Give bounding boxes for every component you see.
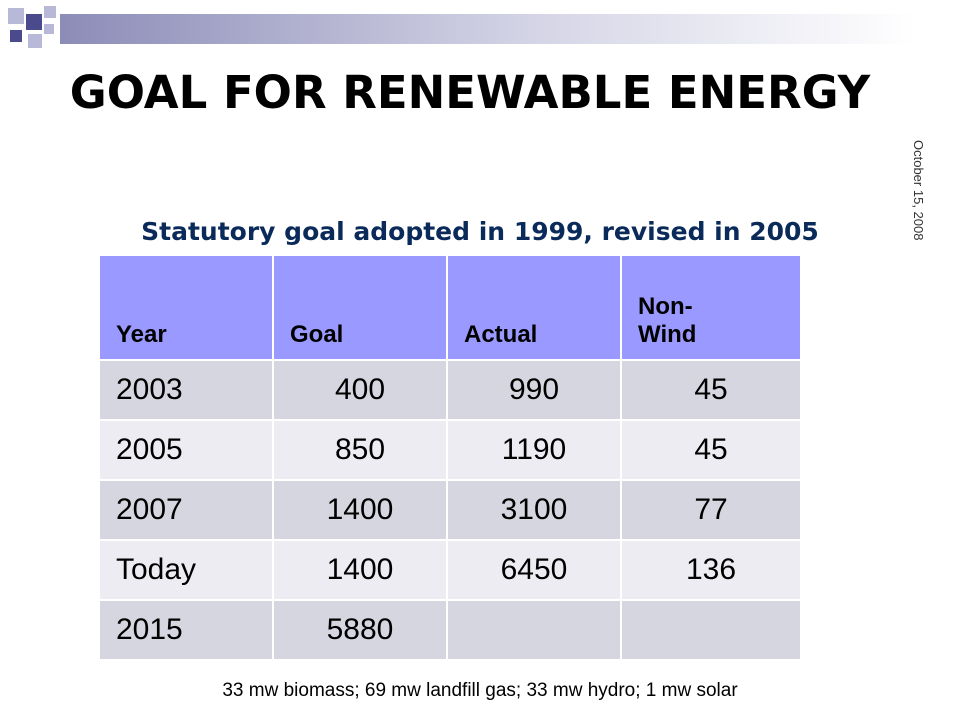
cell-year: 2015 bbox=[100, 601, 274, 661]
cell-year: 2003 bbox=[100, 361, 274, 421]
cell-non-wind: 77 bbox=[622, 481, 800, 541]
column-header-actual: Actual bbox=[448, 256, 622, 361]
cell-non-wind bbox=[622, 601, 800, 661]
table-row: Today 1400 6450 136 bbox=[100, 541, 800, 601]
renewable-goals-table: Year Goal Actual Non- Wind 2003 400 990 … bbox=[100, 256, 800, 661]
slide-date: October 15, 2008 bbox=[911, 140, 926, 241]
cell-goal: 1400 bbox=[274, 541, 448, 601]
cell-year: Today bbox=[100, 541, 274, 601]
column-header-goal: Goal bbox=[274, 256, 448, 361]
decor-square bbox=[26, 14, 42, 30]
cell-actual: 6450 bbox=[448, 541, 622, 601]
cell-goal: 1400 bbox=[274, 481, 448, 541]
cell-goal: 5880 bbox=[274, 601, 448, 661]
decor-square bbox=[44, 24, 54, 34]
cell-year: 2005 bbox=[100, 421, 274, 481]
cell-non-wind: 136 bbox=[622, 541, 800, 601]
cell-year: 2007 bbox=[100, 481, 274, 541]
cell-actual: 3100 bbox=[448, 481, 622, 541]
cell-actual bbox=[448, 601, 622, 661]
column-header-non-wind: Non- Wind bbox=[622, 256, 800, 361]
table-row: 2005 850 1190 45 bbox=[100, 421, 800, 481]
cell-actual: 1190 bbox=[448, 421, 622, 481]
slide-subtitle: Statutory goal adopted in 1999, revised … bbox=[141, 217, 819, 246]
table-row: 2003 400 990 45 bbox=[100, 361, 800, 421]
cell-goal: 850 bbox=[274, 421, 448, 481]
table-header-row: Year Goal Actual Non- Wind bbox=[100, 256, 800, 361]
table-row: 2015 5880 bbox=[100, 601, 800, 661]
table-row: 2007 1400 3100 77 bbox=[100, 481, 800, 541]
column-header-year: Year bbox=[100, 256, 274, 361]
decor-square bbox=[10, 30, 22, 42]
decor-square bbox=[8, 8, 24, 24]
slide-title: GOAL FOR RENEWABLE ENERGY bbox=[69, 66, 871, 119]
cell-non-wind: 45 bbox=[622, 421, 800, 481]
decor-square bbox=[44, 6, 56, 18]
footnote: 33 mw biomass; 69 mw landfill gas; 33 mw… bbox=[222, 680, 738, 701]
cell-actual: 990 bbox=[448, 361, 622, 421]
decor-square bbox=[28, 34, 42, 48]
cell-goal: 400 bbox=[274, 361, 448, 421]
header-gradient-bar bbox=[60, 14, 916, 44]
cell-non-wind: 45 bbox=[622, 361, 800, 421]
